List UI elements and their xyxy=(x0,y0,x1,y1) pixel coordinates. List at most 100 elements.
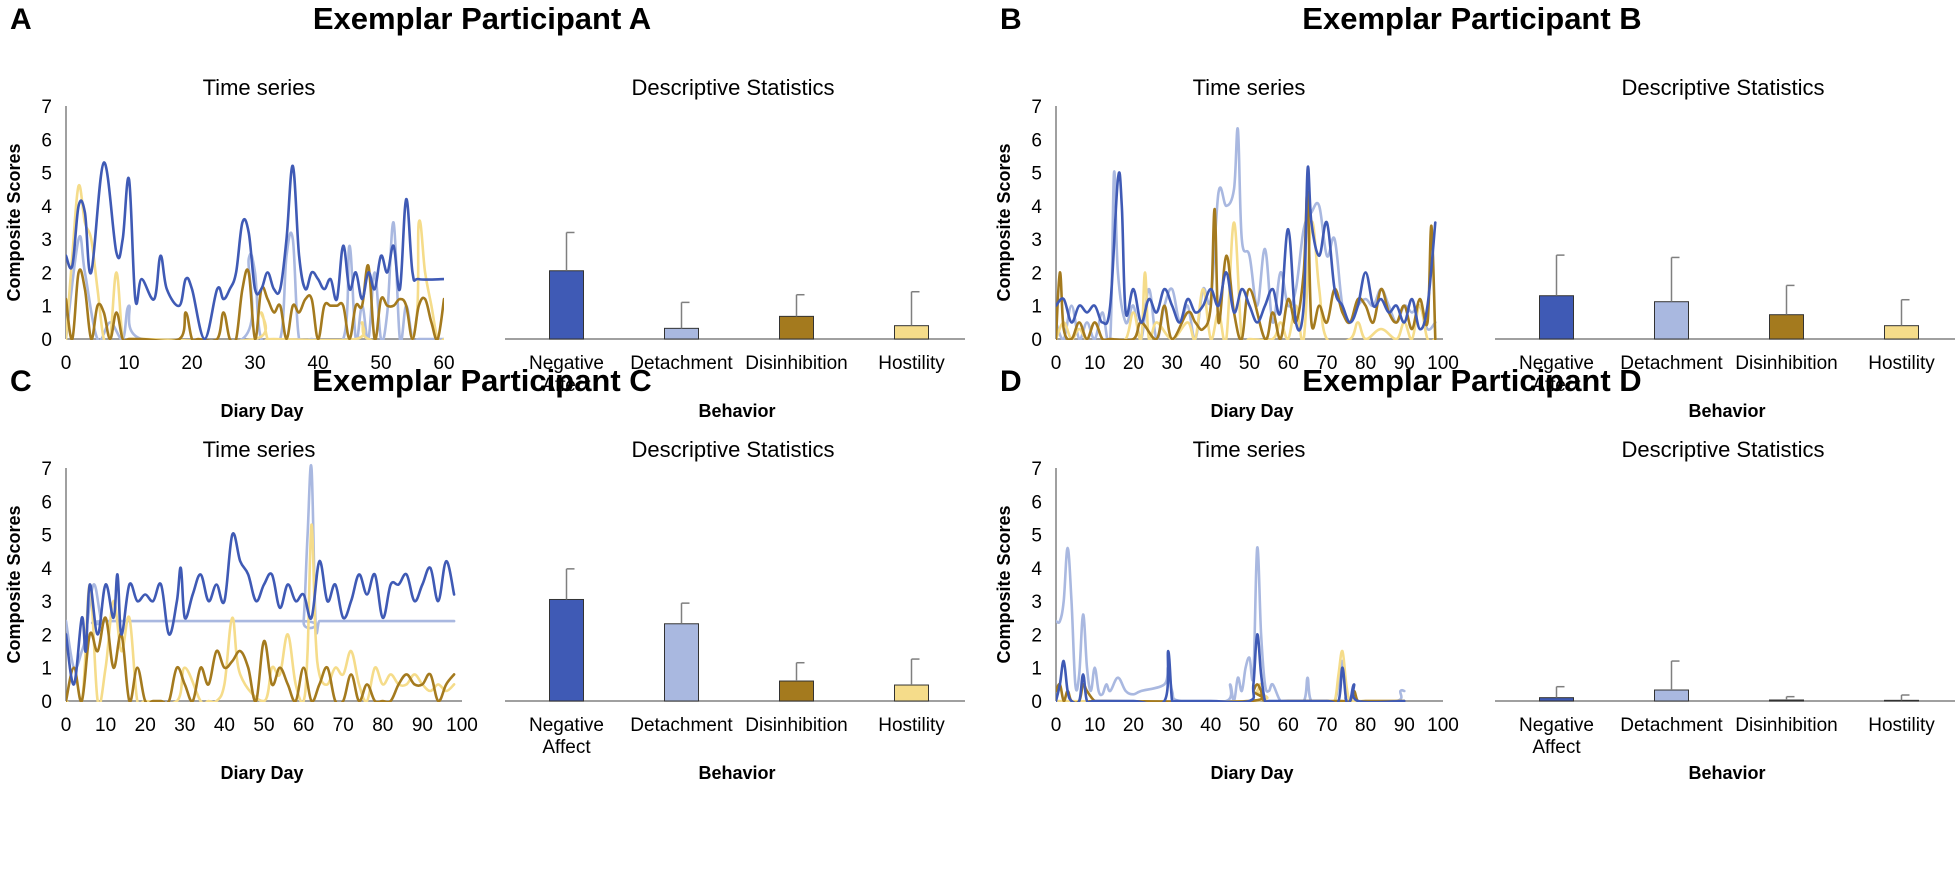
panel-letter: C xyxy=(10,365,32,398)
x-axis-title: Diary Day xyxy=(1210,401,1293,421)
series-line-negative-affect xyxy=(66,532,456,686)
timeseries-subtitle: Time series xyxy=(203,437,316,462)
x-tick-label: 20 xyxy=(135,715,156,736)
bar-negative-affect xyxy=(549,598,584,702)
x-tick-label: 60 xyxy=(433,353,454,374)
series-lines xyxy=(1056,546,1406,702)
series-line-disinhibition xyxy=(66,616,456,702)
x-tick-label: 10 xyxy=(95,715,116,736)
category-label-line: Hostility xyxy=(878,715,945,736)
y-axis-title: Composite Scores xyxy=(4,505,24,663)
y-tick-label: 5 xyxy=(41,164,52,185)
y-tick-label: 5 xyxy=(1031,526,1042,547)
panel-b: B Exemplar Participant B Time series Descri… xyxy=(994,1,1955,421)
x-tick-label: 70 xyxy=(1316,353,1337,374)
x-axis-title: Diary Day xyxy=(220,401,303,421)
x-tick-label: 40 xyxy=(307,353,328,374)
x-tick-label: 80 xyxy=(1355,715,1376,736)
series-lines xyxy=(1056,127,1437,340)
y-tick-label: 1 xyxy=(1031,297,1042,318)
y-tick-label: 1 xyxy=(41,659,52,680)
x-tick-label: 40 xyxy=(1200,353,1221,374)
x-tick-label: 10 xyxy=(1084,715,1105,736)
series-line-negative-affect xyxy=(66,161,444,340)
panel-title: Exemplar Participant B xyxy=(1302,1,1641,36)
y-tick-label: 0 xyxy=(1031,692,1042,713)
category-label-line: Negative xyxy=(529,715,604,736)
y-tick-label: 0 xyxy=(41,330,52,351)
category-label-line: Negative xyxy=(529,353,604,374)
bar-hostility xyxy=(1884,325,1919,340)
y-tick-label: 2 xyxy=(41,625,52,646)
category-label-line: Affect xyxy=(542,375,591,396)
category-label-detachment: Detachment xyxy=(630,715,733,736)
y-tick-label: 6 xyxy=(1031,492,1042,513)
y-tick-label: 4 xyxy=(41,197,52,218)
x-tick-label: 40 xyxy=(214,715,235,736)
category-label-line: Negative xyxy=(1519,353,1594,374)
y-tick-label: 7 xyxy=(41,97,52,118)
timeseries-subtitle: Time series xyxy=(1193,75,1306,100)
x-tick-label: 10 xyxy=(118,353,139,374)
x-tick-label: 60 xyxy=(1278,715,1299,736)
x-tick-label: 0 xyxy=(61,353,72,374)
descriptives-subtitle: Descriptive Statistics xyxy=(632,437,835,462)
y-tick-label: 1 xyxy=(1031,659,1042,680)
series-line-detachment xyxy=(66,221,444,340)
category-label-detachment: Detachment xyxy=(1620,353,1723,374)
x-tick-label: 90 xyxy=(1394,353,1415,374)
x-tick-label: 80 xyxy=(372,715,393,736)
y-tick-label: 0 xyxy=(41,692,52,713)
series-line-disinhibition xyxy=(66,264,444,340)
series-line-hostility xyxy=(66,523,456,702)
y-tick-label: 4 xyxy=(1031,559,1042,580)
bar-disinhibition xyxy=(779,680,814,702)
y-tick-label: 3 xyxy=(1031,592,1042,613)
y-tick-label: 7 xyxy=(1031,459,1042,480)
x-tick-label: 90 xyxy=(1394,715,1415,736)
panel-title: Exemplar Participant C xyxy=(312,363,651,398)
category-label-line: Hostility xyxy=(1868,353,1935,374)
category-label-hostility: Hostility xyxy=(878,353,945,374)
bar-x-axis-title: Behavior xyxy=(1688,401,1765,421)
category-label-line: Disinhibition xyxy=(1735,715,1837,736)
category-label-hostility: Hostility xyxy=(878,715,945,736)
bar-detachment xyxy=(1654,301,1689,340)
x-tick-label: 30 xyxy=(1162,353,1183,374)
category-label-line: Disinhibition xyxy=(745,353,847,374)
x-tick-label: 50 xyxy=(370,353,391,374)
series-line-detachment xyxy=(1056,127,1437,340)
bar-disinhibition xyxy=(1769,314,1804,340)
x-tick-label: 20 xyxy=(1123,353,1144,374)
x-tick-label: 90 xyxy=(412,715,433,736)
series-line-negative-affect xyxy=(1056,633,1406,702)
x-tick-label: 50 xyxy=(253,715,274,736)
panel-a: A Exemplar Participant A Time series Descri… xyxy=(4,1,965,421)
series-line-hostility xyxy=(66,184,444,340)
x-tick-label: 40 xyxy=(1200,715,1221,736)
category-label-disinhibition: Disinhibition xyxy=(745,715,847,736)
panel-letter: B xyxy=(1000,3,1022,36)
x-tick-label: 30 xyxy=(244,353,265,374)
category-label-line: Disinhibition xyxy=(745,715,847,736)
y-axis-title: Composite Scores xyxy=(994,505,1014,663)
bar-hostility xyxy=(894,325,929,340)
timeseries-subtitle: Time series xyxy=(203,75,316,100)
x-tick-label: 10 xyxy=(1084,353,1105,374)
y-tick-label: 6 xyxy=(41,492,52,513)
category-label-line: Affect xyxy=(542,737,591,758)
category-label-negative-affect: Negative Affect xyxy=(529,353,604,396)
category-label-line: Negative xyxy=(1519,715,1594,736)
category-label-line: Detachment xyxy=(630,715,733,736)
y-axis-title: Composite Scores xyxy=(4,143,24,301)
bar-detachment xyxy=(664,327,699,340)
series-lines xyxy=(66,161,444,340)
bar-disinhibition xyxy=(1769,699,1804,702)
y-tick-label: 2 xyxy=(41,263,52,284)
y-axis-title: Composite Scores xyxy=(994,143,1014,301)
y-tick-label: 7 xyxy=(1031,97,1042,118)
descriptives-subtitle: Descriptive Statistics xyxy=(1622,437,1825,462)
x-tick-label: 30 xyxy=(174,715,195,736)
panel-c: C Exemplar Participant C Time series Descri… xyxy=(4,363,965,783)
category-label-line: Detachment xyxy=(1620,353,1723,374)
